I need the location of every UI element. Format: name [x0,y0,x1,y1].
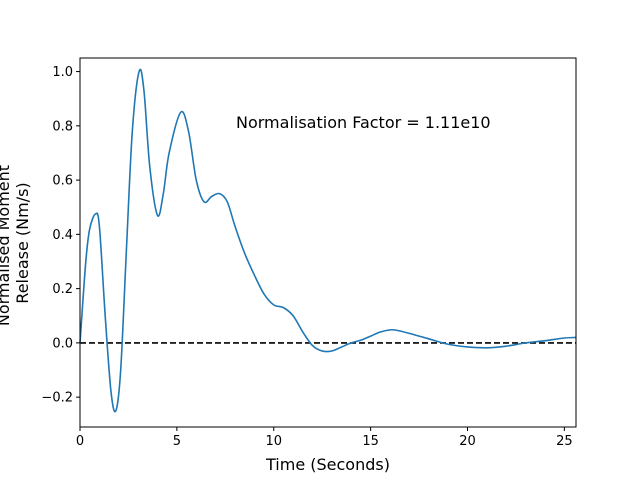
x-tick-label: 0 [76,434,84,449]
y-axis: −0.2 0.0 0.2 0.4 0.6 0.8 1.0 [41,65,80,406]
x-tick-label: 25 [556,434,573,449]
y-tick-label: 0.2 [52,282,73,297]
x-tick-label: 10 [265,434,282,449]
x-tick-label: 5 [173,434,181,449]
y-tick-label: 1.0 [52,65,73,80]
x-axis: 0 5 10 15 20 25 [76,427,573,449]
plot-layer [79,68,577,413]
y-axis-label: Normalised Moment Release (Nm/s) [0,160,32,326]
x-tick-label: 15 [362,434,379,449]
x-axis-label: Time (Seconds) [265,455,390,474]
y-tick-label: 0.8 [52,119,73,134]
plot-frame [79,57,577,428]
x-tick-label: 20 [459,434,476,449]
y-tick-label: 0.4 [52,228,73,243]
y-tick-label: 0.6 [52,174,73,189]
y-tick-label: 0.0 [52,336,73,351]
y-axis-label-line-1: Normalised Moment [0,165,13,326]
y-axis-label-line-2: Release (Nm/s) [13,182,32,303]
y-tick-label: −0.2 [41,391,73,406]
normalisation-annotation: Normalisation Factor = 1.11e10 [236,113,491,132]
series-line-0 [79,68,577,413]
